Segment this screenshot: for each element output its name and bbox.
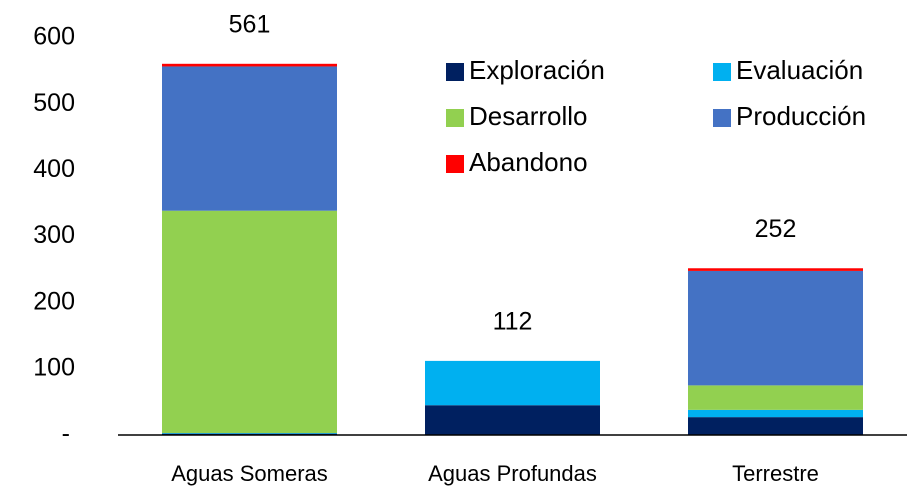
- legend-swatch: [713, 63, 731, 81]
- y-tick-label: -: [62, 420, 70, 448]
- legend-swatch: [446, 155, 464, 173]
- bar-segment: [162, 63, 337, 67]
- y-tick-label: 300: [33, 221, 75, 249]
- legend-label: Desarrollo: [469, 101, 588, 131]
- bar-segment: [688, 268, 863, 271]
- bar-segment: [162, 66, 337, 211]
- bar-segment: [688, 409, 863, 418]
- bar-segment: [425, 405, 600, 435]
- bar-segment: [162, 433, 337, 434]
- legend-swatch: [713, 109, 731, 127]
- x-tick-label: Terrestre: [732, 461, 819, 486]
- y-tick-label: 400: [33, 155, 75, 183]
- y-tick-label: 100: [33, 353, 75, 381]
- legend-label: Producción: [736, 101, 866, 131]
- y-tick-label: 600: [33, 23, 75, 51]
- legend-label: Exploración: [469, 55, 605, 85]
- legend-label: Evaluación: [736, 55, 863, 85]
- total-label: 112: [493, 308, 533, 336]
- legend-label: Abandono: [469, 147, 588, 177]
- bar-segment: [162, 210, 337, 434]
- y-tick-label: 500: [33, 89, 75, 117]
- y-tick-label: 200: [33, 287, 75, 315]
- bar-segment: [688, 385, 863, 410]
- legend-swatch: [446, 63, 464, 81]
- total-label: 561: [229, 10, 271, 38]
- x-tick-label: Aguas Someras: [171, 461, 328, 486]
- bar-segment: [688, 270, 863, 386]
- bar-segment: [425, 360, 600, 406]
- x-tick-label: Aguas Profundas: [428, 461, 597, 486]
- bar-segment: [688, 417, 863, 435]
- total-label: 252: [755, 215, 797, 243]
- legend-swatch: [446, 109, 464, 127]
